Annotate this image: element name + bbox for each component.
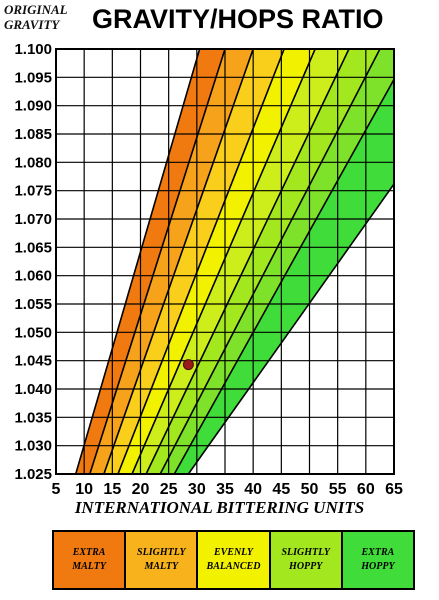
y-tick-label: 1.090 (14, 98, 52, 115)
y-tick-label: 1.050 (14, 324, 52, 341)
boundary-line (89, 49, 226, 474)
y-tick-label: 1.055 (14, 296, 52, 313)
x-tick-label: 60 (357, 481, 375, 498)
legend-item: SLIGHTLY HOPPY (270, 532, 343, 588)
plot-frame (55, 48, 395, 475)
x-tick-label: 55 (329, 481, 347, 498)
y-tick-label: 1.035 (14, 409, 52, 426)
boundary-line (74, 49, 201, 474)
y-axis-title-line1: ORIGINAL (4, 2, 68, 17)
chart-area: 1.025 1.030 1.035 1.040 1.045 1.050 1.055 1.060… (14, 41, 403, 498)
color-band (103, 49, 285, 474)
legend-item-label: EXTRA MALTY (72, 547, 106, 572)
legend-item-label: EXTRA HOPPY (361, 547, 395, 572)
boundary-line (145, 49, 350, 474)
boundary-line (117, 49, 285, 474)
chart-title: GRAVITY/HOPS RATIO (92, 4, 384, 34)
color-band (160, 49, 394, 474)
color-band (117, 49, 316, 474)
x-tick-label: 65 (385, 481, 403, 498)
legend-item-label: SLIGHTLY MALTY (137, 547, 186, 572)
boundary-line (173, 77, 394, 474)
boundary-line (103, 49, 254, 474)
x-tick-label: 15 (103, 481, 121, 498)
legend-item-label: SLIGHTLY HOPPY (281, 547, 330, 572)
boundary-lines (74, 49, 394, 474)
y-tick-label: 1.065 (14, 239, 52, 256)
legend-item: EXTRA HOPPY (342, 532, 414, 588)
y-tick-label: 1.045 (14, 353, 52, 370)
y-axis-title-line2: GRAVITY (4, 17, 60, 32)
y-tick-label: 1.080 (14, 154, 52, 171)
y-tick-label: 1.025 (14, 466, 52, 483)
x-tick-label: 10 (75, 481, 93, 498)
data-point (182, 359, 194, 371)
x-tick-label: 35 (216, 481, 234, 498)
legend-item: EVENLY BALANCED (198, 532, 271, 588)
y-tick-label: 1.030 (14, 438, 52, 455)
legend: EXTRA MALTY SLIGHTLY MALTY EVENLY BALANCED… (52, 530, 415, 590)
y-tick-label: 1.085 (14, 126, 52, 143)
y-tick-label: 1.095 (14, 69, 52, 86)
y-tick-label: 1.075 (14, 183, 52, 200)
color-band (75, 49, 225, 474)
y-tick-label: 1.070 (14, 211, 52, 228)
color-band (146, 49, 380, 474)
legend-item: SLIGHTLY MALTY (126, 532, 199, 588)
x-tick-label: 30 (188, 481, 206, 498)
x-tick-label: 5 (52, 481, 61, 498)
boundary-line (131, 49, 316, 474)
legend-item-label: EVENLY BALANCED (206, 547, 261, 572)
color-band (89, 49, 254, 474)
y-axis-title: ORIGINAL GRAVITY (4, 2, 68, 32)
x-tick-label: 50 (301, 481, 319, 498)
x-tick-label: 25 (160, 481, 178, 498)
y-tick-label: 1.040 (14, 381, 52, 398)
boundary-line (159, 49, 381, 474)
legend-item: EXTRA MALTY (54, 532, 127, 588)
y-tick-label: 1.100 (14, 41, 52, 58)
x-tick-label: 20 (132, 481, 150, 498)
y-tick-label: 1.060 (14, 268, 52, 285)
x-tick-label: 45 (272, 481, 290, 498)
x-axis-title: INTERNATIONAL BITTERING UNITS (74, 498, 365, 517)
boundary-line (187, 182, 394, 474)
x-tick-label: 40 (244, 481, 262, 498)
